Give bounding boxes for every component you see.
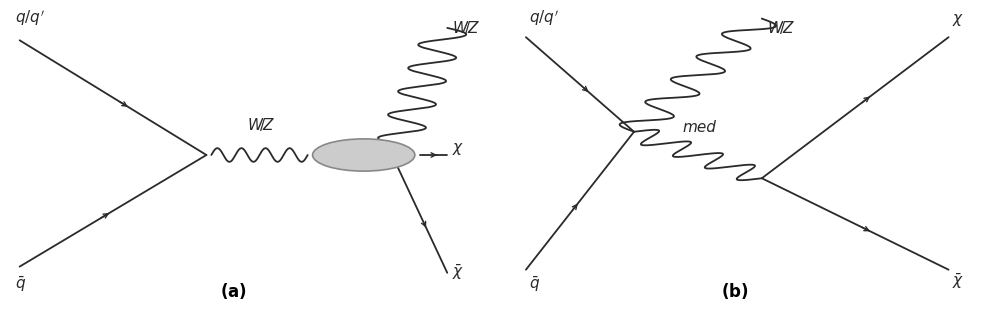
Text: $\bar{\chi}$: $\bar{\chi}$ xyxy=(452,263,464,282)
Text: $W\!/\!Z$: $W\!/\!Z$ xyxy=(767,19,794,36)
Text: $\bf{(a)}$: $\bf{(a)}$ xyxy=(220,281,248,301)
Text: $q/q'$: $q/q'$ xyxy=(15,8,45,28)
Circle shape xyxy=(313,139,415,171)
Text: $W\!/\!Z$: $W\!/\!Z$ xyxy=(452,19,480,36)
Text: $\bar{q}$: $\bar{q}$ xyxy=(15,275,26,294)
Text: $\bar{q}$: $\bar{q}$ xyxy=(529,275,540,294)
Text: $\chi$: $\chi$ xyxy=(952,12,963,28)
Text: $\bf{(b)}$: $\bf{(b)}$ xyxy=(722,281,749,301)
Text: med: med xyxy=(683,120,717,135)
Text: $W\!/\!Z$: $W\!/\!Z$ xyxy=(247,116,274,133)
Text: $\chi$: $\chi$ xyxy=(452,141,464,157)
Text: $\bar{\chi}$: $\bar{\chi}$ xyxy=(952,272,963,291)
Text: $q/q'$: $q/q'$ xyxy=(529,8,559,28)
